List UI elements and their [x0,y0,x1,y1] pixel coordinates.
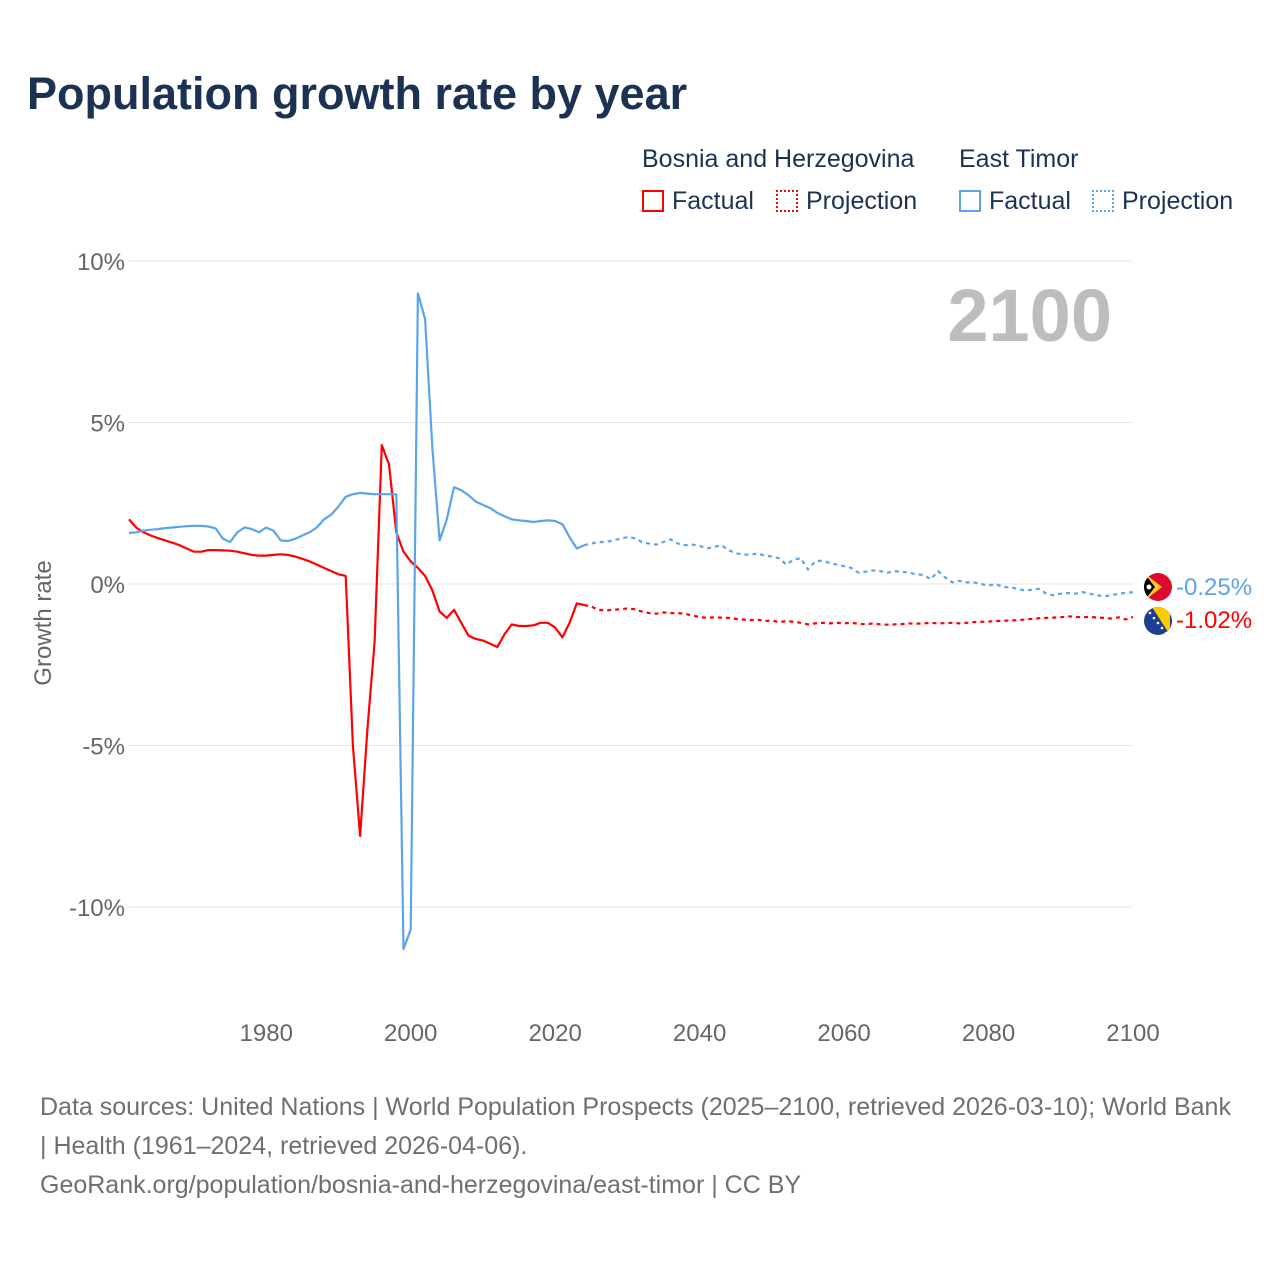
legend-swatch-solid [642,190,664,212]
x-tick-label: 2080 [962,1020,1015,1047]
flag-bosnia-icon [1144,607,1172,635]
y-tick-label: -10% [69,895,125,922]
legend-bosnia-factual[interactable]: Factual [642,187,754,216]
end-label-east-timor: -0.25% [1176,574,1252,601]
y-tick-label: -5% [82,734,125,761]
plot-area: 10% 5% 0% -5% -10% 1980 2000 2020 2040 2060 2080 21… [30,249,1252,1047]
data-sources: Data sources: United Nations | World Pop… [40,1093,1231,1160]
legend-bosnia-projection[interactable]: Projection [776,187,917,216]
series-line-east-timor-factual [128,292,585,951]
legend-label: Projection [806,187,918,215]
chart-title: Population growth rate by year [27,68,688,119]
x-tick-label: 2000 [384,1020,437,1047]
y-tick-label: 10% [77,249,125,276]
legend-swatch-dotted [776,190,798,212]
y-tick-label: 0% [90,572,125,599]
legend-label: Projection [1122,187,1234,215]
legend-swatch-dotted [1092,190,1114,212]
x-tick-label: 1980 [240,1020,293,1047]
y-tick-label: 5% [90,411,125,438]
flag-east-timor-icon [1144,573,1172,601]
x-tick-label: 2020 [528,1020,581,1047]
legend-east-timor-factual[interactable]: Factual [959,187,1071,216]
x-tick-label: 2100 [1106,1020,1159,1047]
x-tick-label: 2040 [673,1020,726,1047]
source-link[interactable]: GeoRank.org/population/bosnia-and-herzeg… [40,1171,802,1199]
series-line-east-timor-projection [583,536,1134,598]
series-line-bosnia-and-herzegovina-factual [128,444,585,838]
x-tick-label: 2060 [817,1020,870,1047]
year-watermark: 2100 [947,274,1112,357]
end-label-bosnia: -1.02% [1176,607,1252,634]
series-line-bosnia-and-herzegovina-projection [583,603,1134,626]
legend-group-east-timor: East Timor [959,145,1079,173]
legend-swatch-solid [959,190,981,212]
legend-group-bosnia: Bosnia and Herzegovina [642,145,915,173]
legend-east-timor-projection[interactable]: Projection [1092,187,1233,216]
legend-label: Factual [989,187,1071,215]
y-axis-label: Growth rate [30,560,57,685]
footer: Data sources: United Nations | World Pop… [40,1088,1240,1205]
legend-label: Factual [672,187,754,215]
